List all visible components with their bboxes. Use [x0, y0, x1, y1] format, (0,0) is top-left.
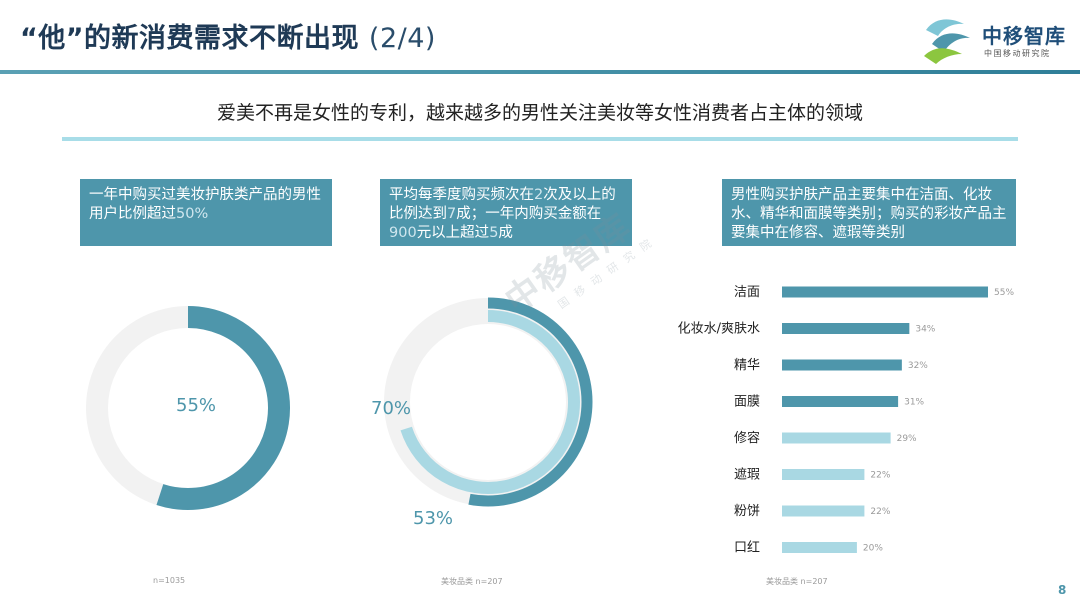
- bar-category-label: 修容: [734, 430, 760, 446]
- title-divider: [0, 70, 1080, 74]
- donut2-hole: [410, 324, 566, 480]
- page-number: 8: [1058, 583, 1067, 597]
- bar-value-label: 55%: [994, 288, 1014, 298]
- callout3-text: 男性购买护肤产品主要集中在洁面、化妆水、精华和面膜等类别；购买的彩妆产品主要集中…: [731, 187, 1007, 241]
- bar-category-label: 精华: [734, 358, 760, 373]
- callout2-text-a: 平均每季度购买频次在: [389, 187, 534, 203]
- donut1-hole: [108, 328, 268, 488]
- donut2-inner-label: 53%: [413, 508, 454, 529]
- callout1-highlight: 50%: [176, 206, 209, 222]
- callout-categories: 男性购买护肤产品主要集中在洁面、化妆水、精华和面膜等类别；购买的彩妆产品主要集中…: [722, 179, 1016, 246]
- bar: [782, 505, 865, 517]
- bar-value-label: 34%: [915, 325, 935, 335]
- bar: [782, 396, 899, 407]
- donut2-inner-arc: [400, 310, 580, 494]
- bar-chart-categories: 洁面 55% 化妆水/爽肤水 34% 精华 32% 面膜 31% 修容 29% 遮瑕 22% 粉饼 22%…: [678, 285, 1015, 556]
- logo-subtitle: 中国移动研究院: [984, 49, 1051, 58]
- page-title: “他”的新消费需求不断出现 (2/4): [20, 16, 436, 55]
- donut1-arc: [156, 306, 290, 510]
- sample-note-3: 美妆品类 n=207: [766, 577, 828, 586]
- bar: [782, 286, 988, 298]
- callout-purchase-frequency: 平均每季度购买频次在2次及以上的比例达到7成；一年内购买金额在 900元以上超过5…: [380, 179, 632, 246]
- bar-category-label: 遮瑕: [734, 467, 760, 483]
- bar-category-label: 化妆水/爽肤水: [678, 322, 760, 337]
- callout1-text: 一年中购买过美妆护肤类产品的男性用户比例超过: [89, 187, 321, 222]
- page-title-counter: (2/4): [368, 23, 436, 54]
- subtitle-divider: [62, 137, 1018, 141]
- bar-value-label: 22%: [870, 507, 890, 517]
- bar-value-label: 22%: [870, 471, 890, 481]
- bar: [782, 542, 857, 553]
- callout2-text-b: 次及以上的比例达到: [389, 187, 616, 222]
- callout2-text-d: 元以上超过: [416, 225, 490, 241]
- bar: [782, 469, 865, 480]
- bar-category-label: 粉饼: [734, 504, 760, 519]
- bar-value-label: 20%: [863, 544, 883, 554]
- donut2-outer-arc: [468, 297, 593, 507]
- page-title-text: “他”的新消费需求不断出现: [20, 23, 359, 54]
- bar: [782, 432, 891, 444]
- sample-note-2: 美妆品类 n=207: [441, 577, 503, 586]
- bar-category-label: 洁面: [734, 285, 760, 300]
- brand-logo: 中移智库 中国移动研究院: [922, 10, 1072, 66]
- bar: [782, 323, 910, 334]
- bar-value-label: 32%: [908, 361, 928, 371]
- donut-chart-buyers: [86, 306, 290, 510]
- donut-chart-frequency: [384, 297, 593, 507]
- donut2-outer-label: 70%: [371, 398, 412, 419]
- callout2-hl3: 900: [389, 225, 417, 241]
- bar: [782, 359, 902, 371]
- donut1-value-label: 55%: [176, 395, 217, 416]
- bar-category-label: 面膜: [734, 395, 760, 410]
- callout-male-buyers: 一年中购买过美妆护肤类产品的男性用户比例超过50%: [80, 179, 332, 246]
- slide-subtitle: 爱美不再是女性的专利，越来越多的男性关注美妆等女性消费者占主体的领域: [216, 102, 863, 124]
- callout2-hl2: 7: [447, 206, 457, 222]
- callout2-hl4: 5: [489, 225, 499, 241]
- bar-category-label: 口红: [734, 540, 760, 556]
- bar-value-label: 29%: [897, 434, 917, 444]
- callout2-hl1: 2: [534, 187, 544, 203]
- callout2-text-c: 成；一年内购买金额在: [456, 206, 602, 222]
- bar-value-label: 31%: [904, 398, 924, 408]
- callout2-text-e: 成: [498, 225, 513, 241]
- sample-note-1: n=1035: [153, 576, 186, 585]
- logo-mark-icon: [924, 19, 970, 64]
- title-bar: “他”的新消费需求不断出现 (2/4) 中移智库 中国移动研究院: [0, 0, 1080, 74]
- logo-name: 中移智库: [982, 24, 1066, 48]
